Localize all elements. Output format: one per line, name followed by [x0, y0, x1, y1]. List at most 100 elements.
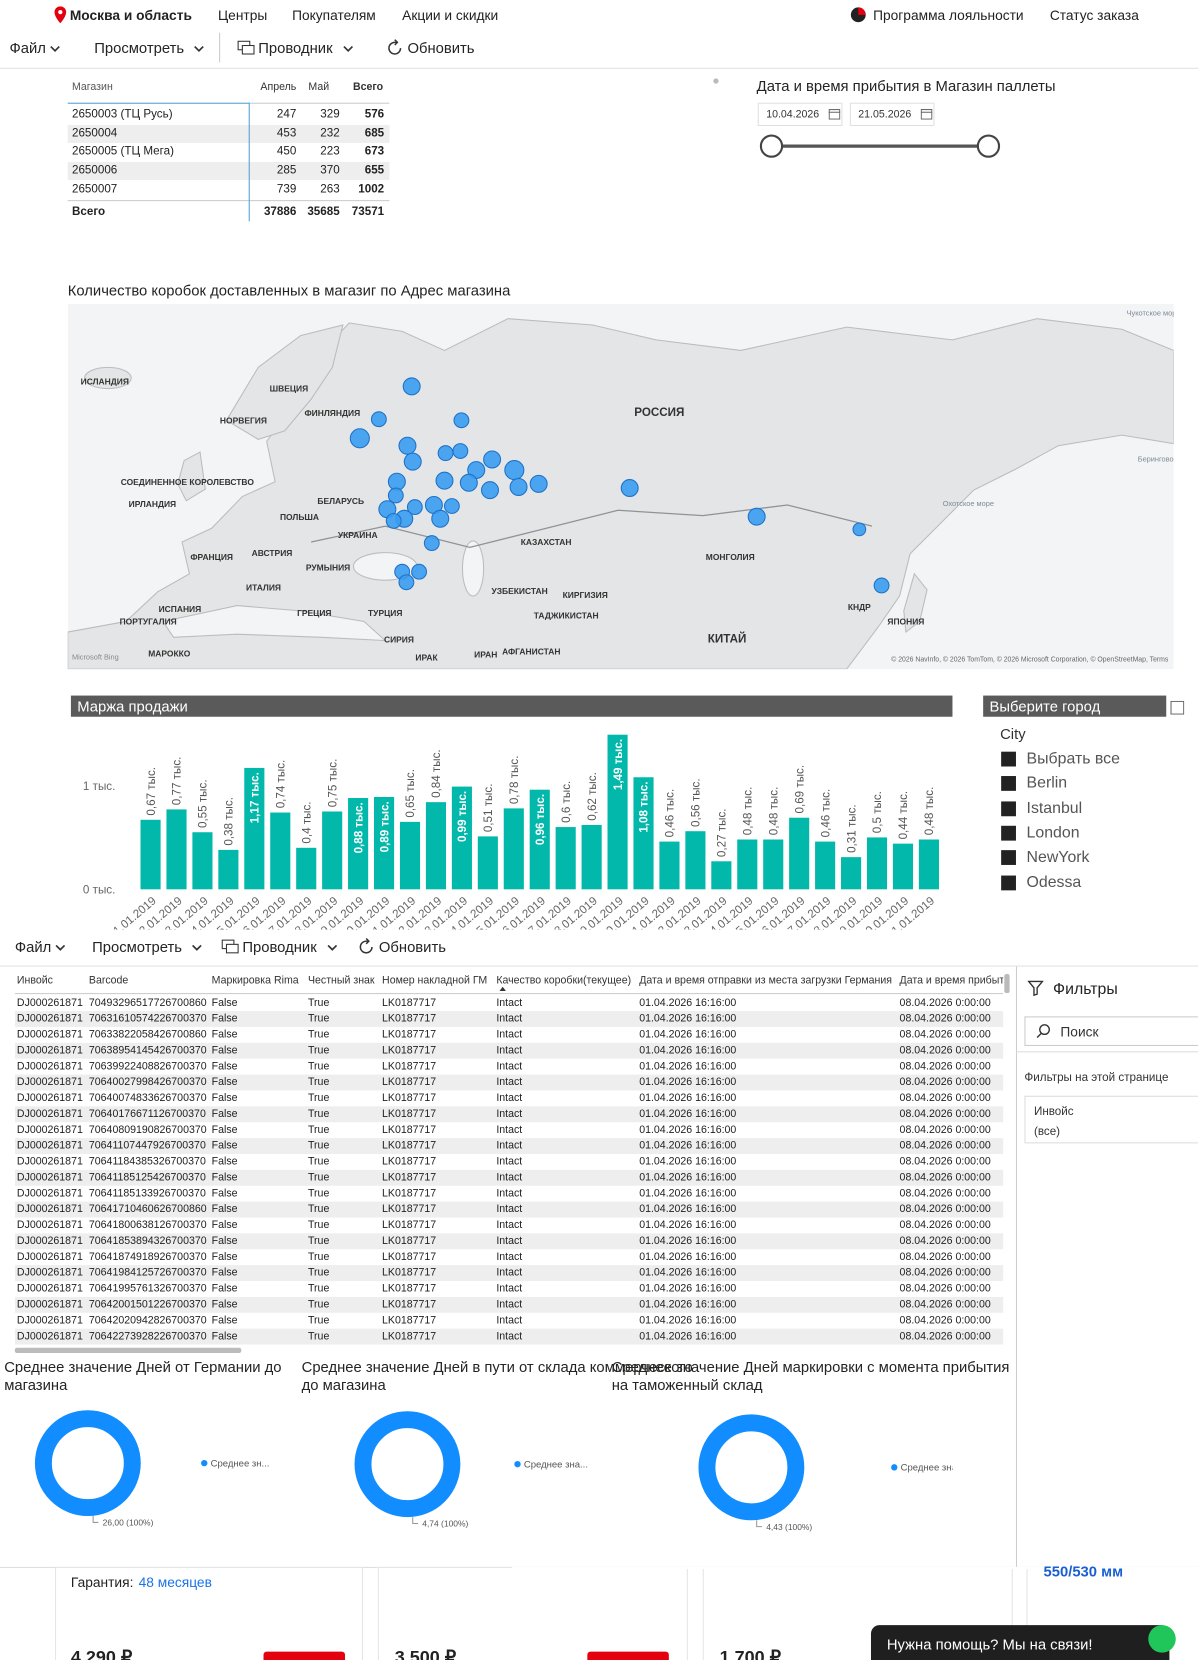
data-label: 0,77 тыс.: [171, 757, 184, 806]
bar: [218, 849, 239, 890]
slicer-item[interactable]: Istanbul: [1026, 798, 1083, 817]
cell: DJ000261871: [16, 1314, 83, 1327]
menu-explorer[interactable]: Проводник: [242, 938, 317, 955]
slicer-item[interactable]: Berlin: [1026, 774, 1068, 793]
filter-card[interactable]: Инвойс (все): [1024, 1095, 1198, 1144]
map-bubble: [459, 473, 478, 492]
checkbox[interactable]: [1001, 850, 1016, 866]
bar: [763, 839, 784, 890]
cell: 08.04.2026 0:00:00: [899, 1330, 991, 1343]
checkbox[interactable]: [1001, 801, 1016, 816]
date-box[interactable]: 21.05.2026: [849, 102, 935, 126]
menu-view[interactable]: Просмотреть: [92, 938, 182, 955]
menu-refresh[interactable]: Обновить: [407, 39, 475, 57]
cell: 2650005 (ТЦ Мега): [71, 145, 175, 159]
cell: 70642273928226700370: [88, 1330, 207, 1343]
cell: 08.04.2026 0:00:00: [899, 1029, 991, 1041]
slicer-item[interactable]: NewYork: [1026, 848, 1090, 867]
checkbox[interactable]: [1001, 751, 1016, 767]
menu-file[interactable]: Файл: [14, 938, 52, 955]
order-status[interactable]: Статус заказа: [1049, 7, 1139, 24]
row-band: [14, 1296, 1004, 1313]
v-scrollbar: [1004, 974, 1010, 994]
map-bubble: [349, 428, 370, 449]
loyalty-link[interactable]: Программа лояльности: [873, 7, 1024, 24]
loyalty-icon: [850, 7, 866, 23]
bar: [737, 839, 758, 890]
date-box[interactable]: 10.04.2026: [757, 102, 843, 126]
cell: False: [211, 1092, 238, 1105]
cell: 01.04.2026 16:16:00: [639, 1029, 737, 1041]
cell: 655: [364, 164, 385, 177]
menu-file[interactable]: Файл: [9, 39, 46, 57]
data-label: 0,46 тыс.: [664, 789, 677, 838]
refresh-arrow: [365, 938, 370, 945]
map-label: ШВЕЦИЯ: [270, 384, 309, 394]
cell: True: [307, 1124, 330, 1136]
data-label: 0,78 тыс.: [508, 756, 521, 805]
menu-explorer[interactable]: Проводник: [258, 39, 333, 57]
cell: 70642001501226700370: [88, 1299, 207, 1311]
cell: 01.04.2026 16:16:00: [639, 1124, 737, 1136]
cell: 08.04.2026 0:00:00: [899, 1108, 991, 1121]
map-label: РОССИЯ: [634, 406, 684, 419]
cell: 08.04.2026 0:00:00: [899, 1156, 991, 1168]
cell: Intact: [496, 1267, 523, 1279]
cell: False: [211, 1187, 238, 1200]
nav-link[interactable]: Центры: [218, 7, 268, 24]
map-bubble: [453, 412, 470, 429]
menu-view[interactable]: Просмотреть: [94, 39, 185, 57]
bar: [555, 827, 576, 890]
column-header[interactable]: Качество коробки(текущее): [496, 975, 632, 987]
map: ИСЛАНДИЯ ШВЕЦИЯ ФИНЛЯНДИЯ НОРВЕГИЯ РОССИЯ СОЕ…: [67, 303, 1174, 670]
handle: [1036, 1032, 1042, 1039]
slicer-item[interactable]: Odessa: [1026, 872, 1082, 891]
price: 1 700 ₽: [719, 1647, 782, 1660]
search-box[interactable]: Поиск: [1024, 1016, 1198, 1046]
filter-icon: [1027, 980, 1044, 997]
cell: LK0187717: [382, 1108, 437, 1121]
map-label: ФРАНЦИЯ: [190, 552, 233, 562]
cell: 70631610574226700370: [88, 1013, 207, 1025]
legend-dot: [891, 1464, 898, 1471]
cell: Intact: [496, 1187, 523, 1200]
cell: False: [211, 1140, 238, 1152]
cell: 70638954145426700370: [88, 1044, 207, 1057]
explorer-icon: [221, 939, 239, 954]
cell: LK0187717: [382, 1092, 437, 1105]
cell: LK0187717: [382, 1314, 437, 1327]
buy-button[interactable]: [587, 1651, 669, 1660]
lens: [1039, 1024, 1050, 1036]
cell: 08.04.2026 0:00:00: [899, 1140, 991, 1152]
bar: [503, 808, 524, 890]
header-rule: [249, 102, 390, 104]
filters-title: Фильтры: [1053, 980, 1118, 999]
slicer-item[interactable]: London: [1026, 823, 1080, 842]
legend-label: Среднее зна...: [524, 1459, 588, 1470]
checkbox[interactable]: [1001, 776, 1016, 792]
pane-rule: [1015, 1051, 1198, 1053]
nav-link[interactable]: Акции и скидки: [402, 7, 499, 24]
location[interactable]: Москва и область: [69, 7, 192, 24]
data-label: 0,48 тыс.: [742, 787, 755, 836]
chat-widget[interactable]: Нужна помощь? Мы на связи!: [870, 1625, 1170, 1660]
nav-link[interactable]: Покупателям: [292, 7, 376, 24]
checkbox[interactable]: [1001, 825, 1016, 841]
menu-refresh[interactable]: Обновить: [378, 938, 446, 955]
legend-label: Среднее зн...: [211, 1458, 270, 1469]
dot: [713, 78, 719, 84]
map-bubble: [747, 507, 766, 526]
cell: False: [211, 1124, 238, 1136]
cell: DJ000261871: [16, 1029, 83, 1041]
border: [311, 504, 873, 549]
slicer-item[interactable]: Выбрать все: [1026, 749, 1120, 768]
data-label: 0,4 тыс.: [300, 801, 313, 843]
checkbox[interactable]: [1001, 875, 1016, 890]
chevron: [192, 944, 202, 951]
bar: [296, 847, 317, 890]
buy-button[interactable]: [263, 1651, 346, 1660]
cell: False: [211, 1171, 238, 1184]
cell: 01.04.2026 16:16:00: [639, 1156, 737, 1168]
header-rule: [14, 993, 1004, 995]
